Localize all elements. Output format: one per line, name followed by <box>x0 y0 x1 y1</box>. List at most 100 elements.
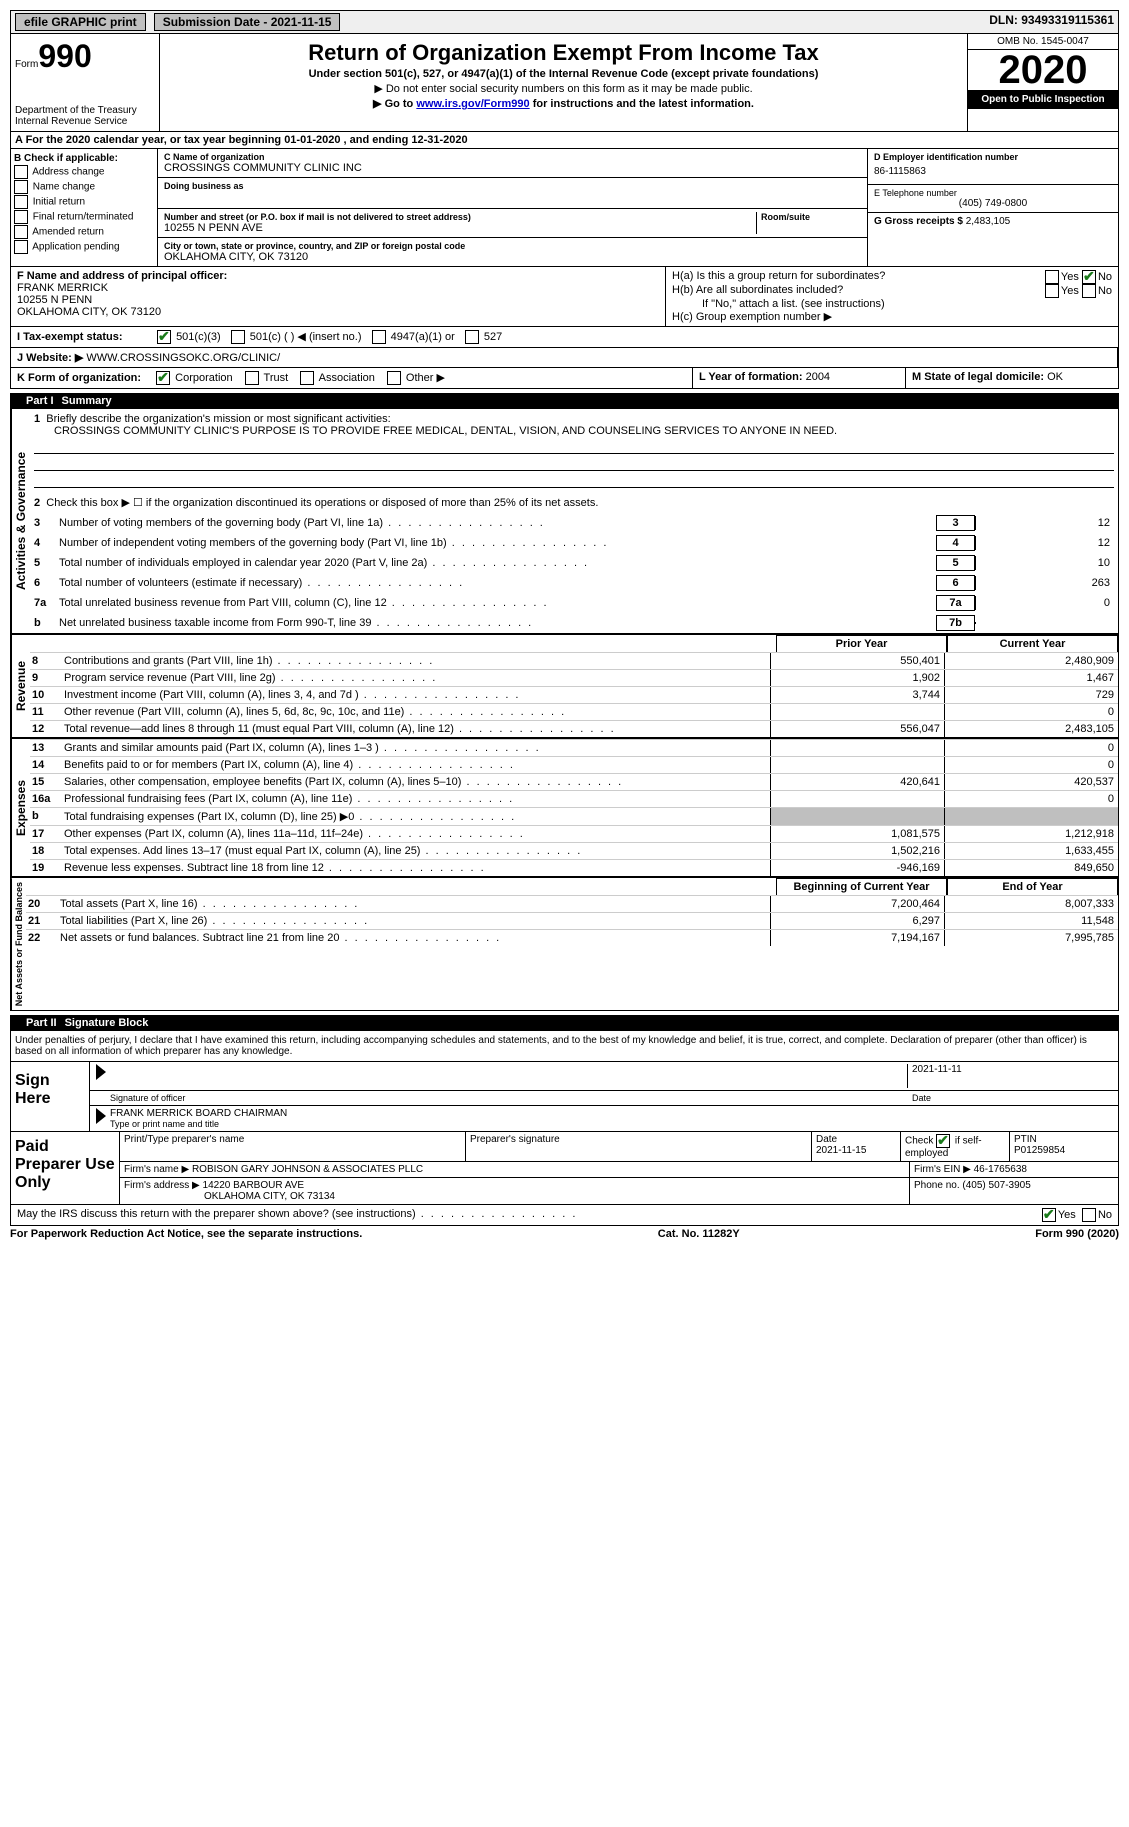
ha-yes[interactable] <box>1045 270 1059 284</box>
mission: CROSSINGS COMMUNITY CLINIC'S PURPOSE IS … <box>34 425 1114 437</box>
summary-row: 18Total expenses. Add lines 13–17 (must … <box>30 842 1118 859</box>
rev-label: Revenue <box>11 635 30 737</box>
summary-row: 20Total assets (Part X, line 16)7,200,46… <box>26 895 1118 912</box>
ha-label: H(a) Is this a group return for subordin… <box>672 270 885 284</box>
arrow-icon-2 <box>96 1108 106 1124</box>
col-b-item[interactable]: Application pending <box>14 240 154 254</box>
sig-text: Under penalties of perjury, I declare th… <box>10 1031 1119 1062</box>
k-opt[interactable]: Trust <box>245 372 289 384</box>
irs-no[interactable] <box>1082 1208 1096 1222</box>
row-a: A For the 2020 calendar year, or tax yea… <box>10 132 1119 149</box>
opt-501c3: 501(c)(3) <box>176 331 221 343</box>
paid-label: Paid Preparer Use Only <box>11 1132 120 1204</box>
l-val: 2004 <box>806 371 830 383</box>
self-emp: Check if self-employed <box>901 1132 1010 1161</box>
col-b-item[interactable]: Name change <box>14 180 154 194</box>
col-b-item[interactable]: Initial return <box>14 195 154 209</box>
firm-name: ROBISON GARY JOHNSON & ASSOCIATES PLLC <box>192 1164 423 1175</box>
summary-row: 21Total liabilities (Part X, line 26)6,2… <box>26 912 1118 929</box>
k-opt[interactable]: Association <box>300 372 375 384</box>
row-klm: K Form of organization: Corporation Trus… <box>10 368 1119 389</box>
phone-label: E Telephone number <box>874 188 1112 198</box>
col-b-item[interactable]: Address change <box>14 165 154 179</box>
officer-label: F Name and address of principal officer: <box>17 270 659 282</box>
summary-row: 9Program service revenue (Part VIII, lin… <box>30 669 1118 686</box>
instr2-pre: ▶ Go to <box>373 98 416 110</box>
summary-row: 22Net assets or fund balances. Subtract … <box>26 929 1118 946</box>
dba-label: Doing business as <box>164 181 861 191</box>
sig-date: 2021-11-11 <box>907 1064 1112 1088</box>
summary-row: 8Contributions and grants (Part VIII, li… <box>30 652 1118 669</box>
form-title: Return of Organization Exempt From Incom… <box>164 40 963 66</box>
summary-line: 4Number of independent voting members of… <box>30 533 1118 553</box>
cat-no: Cat. No. 11282Y <box>658 1228 740 1240</box>
part2-num: Part II <box>18 1017 65 1029</box>
summary-line: 5Total number of individuals employed in… <box>30 553 1118 573</box>
dln: DLN: 93493319115361 <box>989 13 1114 31</box>
col-b-item[interactable]: Final return/terminated <box>14 210 154 224</box>
cb-501c[interactable] <box>231 330 245 344</box>
hb-yes[interactable] <box>1045 284 1059 298</box>
part1-num: Part I <box>18 395 62 407</box>
summary-row: 14Benefits paid to or for members (Part … <box>30 756 1118 773</box>
instr-1: ▶ Do not enter social security numbers o… <box>164 82 963 95</box>
preparer-block: Paid Preparer Use Only Print/Type prepar… <box>10 1132 1119 1205</box>
no3: No <box>1098 1209 1112 1221</box>
summary-row: 15Salaries, other compensation, employee… <box>30 773 1118 790</box>
col-b-item[interactable]: Amended return <box>14 225 154 239</box>
hb-no[interactable] <box>1082 284 1096 298</box>
officer-addr2: OKLAHOMA CITY, OK 73120 <box>17 306 659 318</box>
form-header: Form990 Department of the Treasury Inter… <box>10 34 1119 132</box>
yes3: Yes <box>1058 1209 1076 1221</box>
addr: 10255 N PENN AVE <box>164 222 756 234</box>
ein: 86-1115863 <box>874 162 1112 181</box>
tax-status-label: I Tax-exempt status: <box>17 331 147 343</box>
form-footer: Form 990 (2020) <box>1035 1228 1119 1240</box>
summary-row: 11Other revenue (Part VIII, column (A), … <box>30 703 1118 720</box>
may-irs-row: May the IRS discuss this return with the… <box>10 1205 1119 1226</box>
k-opt[interactable]: Corporation <box>156 372 233 384</box>
k-opt[interactable]: Other ▶ <box>387 372 445 384</box>
cb-self[interactable] <box>936 1134 950 1148</box>
row-fh: F Name and address of principal officer:… <box>10 267 1119 327</box>
opt-527: 527 <box>484 331 502 343</box>
l-label: L Year of formation: <box>699 371 803 383</box>
cb-501c3[interactable] <box>157 330 171 344</box>
col-c: C Name of organization CROSSINGS COMMUNI… <box>158 149 867 266</box>
cb-4947[interactable] <box>372 330 386 344</box>
instr2-post: for instructions and the latest informat… <box>530 98 754 110</box>
tax-year: 2020 <box>968 50 1118 90</box>
efile-btn[interactable]: efile GRAPHIC print <box>15 13 146 31</box>
ein-label: D Employer identification number <box>874 152 1112 162</box>
opt-501c: 501(c) ( ) ◀ (insert no.) <box>250 331 362 343</box>
website-val: WWW.CROSSINGSOKC.ORG/CLINIC/ <box>86 352 280 364</box>
summary-row: bTotal fundraising expenses (Part IX, co… <box>30 807 1118 825</box>
name-label: C Name of organization <box>164 152 861 162</box>
instr-link[interactable]: www.irs.gov/Form990 <box>416 98 529 110</box>
prior-hdr: Prior Year <box>776 635 947 652</box>
prep-name-label: Print/Type preparer's name <box>120 1132 466 1161</box>
summary-row: 10Investment income (Part VIII, column (… <box>30 686 1118 703</box>
summary-line: 7aTotal unrelated business revenue from … <box>30 593 1118 613</box>
q1: Briefly describe the organization's miss… <box>46 413 390 425</box>
part2-title: Signature Block <box>65 1017 149 1029</box>
top-bar: efile GRAPHIC print Submission Date - 20… <box>10 10 1119 34</box>
hb-note: If "No," attach a list. (see instruction… <box>672 298 1112 310</box>
part2-header: Part II Signature Block <box>10 1015 1119 1031</box>
dept-label: Department of the Treasury Internal Reve… <box>15 105 155 127</box>
ha-no[interactable] <box>1082 270 1096 284</box>
no1: No <box>1098 271 1112 283</box>
col-b: B Check if applicable: Address change Na… <box>11 149 158 266</box>
firm-addr2: OKLAHOMA CITY, OK 73134 <box>124 1191 905 1202</box>
instr-2: ▶ Go to www.irs.gov/Form990 for instruct… <box>164 97 963 110</box>
bottom-line: For Paperwork Reduction Act Notice, see … <box>10 1226 1119 1242</box>
irs-yes[interactable] <box>1042 1208 1056 1222</box>
city: OKLAHOMA CITY, OK 73120 <box>164 251 861 263</box>
officer-name: FRANK MERRICK <box>17 282 659 294</box>
gov-label: Activities & Governance <box>11 409 30 633</box>
arrow-icon <box>96 1064 106 1080</box>
part1-header: Part I Summary <box>10 393 1119 409</box>
firm-ein-label: Firm's EIN ▶ <box>914 1164 971 1175</box>
cb-527[interactable] <box>465 330 479 344</box>
summary-row: 19Revenue less expenses. Subtract line 1… <box>30 859 1118 876</box>
